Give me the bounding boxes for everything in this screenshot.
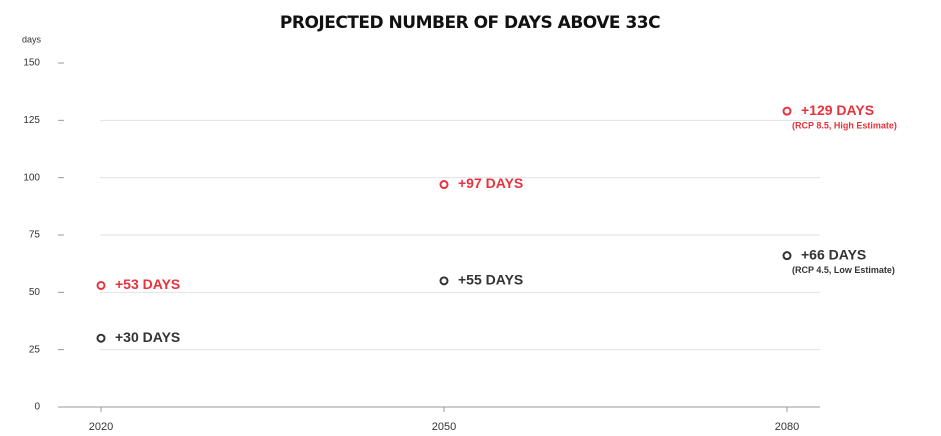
data-label: +55 DAYS bbox=[458, 272, 523, 288]
data-label: +66 DAYS bbox=[801, 246, 866, 262]
chart-title: PROJECTED NUMBER OF DAYS ABOVE 33C bbox=[280, 13, 660, 33]
data-label: +30 DAYS bbox=[115, 329, 180, 345]
y-tick-label: 150 bbox=[23, 58, 40, 69]
y-tick-label: 0 bbox=[34, 402, 40, 413]
y-tick-label: 75 bbox=[29, 230, 41, 241]
point bbox=[782, 106, 792, 116]
point bbox=[782, 251, 792, 261]
x-tick-label: 2050 bbox=[432, 421, 456, 433]
y-tick-label: 125 bbox=[23, 115, 40, 126]
series-note: (RCP 8.5, High Estimate) bbox=[792, 121, 897, 131]
point bbox=[439, 276, 449, 286]
y-axis-label: days bbox=[22, 34, 42, 44]
point bbox=[96, 333, 106, 343]
data-label: +97 DAYS bbox=[458, 175, 523, 191]
y-tick-label: 100 bbox=[23, 172, 40, 183]
x-tick-label: 2080 bbox=[775, 421, 799, 433]
data-label: +129 DAYS bbox=[801, 102, 874, 118]
y-tick-label: 25 bbox=[29, 344, 41, 355]
y-tick-label: 50 bbox=[29, 287, 41, 298]
data-label: +53 DAYS bbox=[115, 276, 180, 292]
point bbox=[96, 280, 106, 290]
x-tick-label: 2020 bbox=[89, 421, 113, 433]
point bbox=[439, 180, 449, 190]
series-note: (RCP 4.5, Low Estimate) bbox=[792, 265, 895, 275]
